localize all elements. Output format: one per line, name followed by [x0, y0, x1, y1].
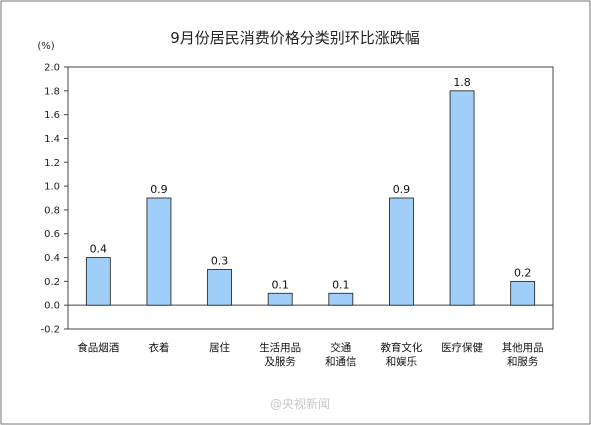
category-label: 其他用品	[502, 341, 544, 354]
bar	[85, 257, 111, 306]
data-label: 0.3	[211, 254, 229, 267]
y-tick-label: 1.0	[44, 182, 60, 193]
category-label: 及服务	[264, 355, 296, 368]
category-label: 食品烟酒	[77, 341, 119, 354]
data-label: 1.8	[453, 76, 471, 89]
bar	[328, 292, 354, 306]
bar	[510, 280, 536, 306]
chart-title: 9月份居民消费价格分类别环比涨跌幅	[170, 29, 420, 47]
y-tick-label: 0.4	[44, 253, 60, 264]
y-tick-label: 1.4	[44, 134, 60, 145]
plot-area: -0.2 0.0 0.2 0.4 0.6 0.8 1.0 1.2 1.4 1.6 1.8 2.0 0.4…	[40, 63, 554, 368]
y-tick-label: 0.6	[44, 229, 60, 240]
data-label: 0.9	[393, 183, 411, 196]
data-label: 0.1	[271, 278, 289, 291]
category-label: 居住	[209, 341, 230, 354]
category-label: 医疗保健	[441, 341, 483, 354]
bar	[449, 90, 475, 306]
category-label: 和通信	[325, 356, 357, 368]
bar	[207, 269, 232, 306]
bar	[389, 197, 414, 306]
category-label: 和服务	[507, 355, 539, 368]
category-label: 衣着	[148, 341, 169, 354]
bar	[267, 292, 293, 306]
data-label: 0.1	[332, 278, 350, 291]
y-tick-label: 2.0	[44, 63, 60, 74]
y-tick-label: 0.0	[44, 301, 60, 312]
y-unit-label: (%)	[37, 41, 54, 52]
category-label: 教育文化	[380, 341, 422, 354]
y-tick-label: 0.8	[44, 205, 60, 216]
data-label: 0.2	[514, 266, 532, 279]
data-label: 0.9	[150, 183, 168, 196]
plot-border	[67, 66, 554, 330]
watermark: @央视新闻	[270, 396, 330, 411]
category-label: 交通	[330, 341, 351, 354]
y-tick-label: 1.6	[44, 110, 60, 121]
category-label: 生活用品	[259, 341, 301, 354]
y-tick-label: 1.2	[44, 158, 60, 169]
y-tick-label: -0.2	[40, 325, 60, 336]
data-label: 0.4	[90, 243, 108, 256]
category-label: 和娱乐	[386, 355, 418, 368]
y-tick-label: 0.2	[44, 277, 60, 288]
bar	[146, 197, 172, 306]
y-tick-label: 1.8	[44, 86, 60, 97]
